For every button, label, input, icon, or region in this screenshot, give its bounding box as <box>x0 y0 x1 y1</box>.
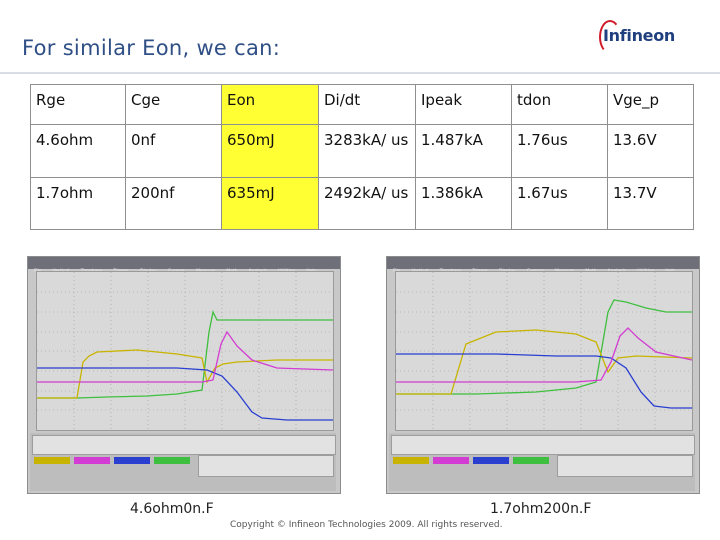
scope-waveform-area <box>395 271 693 431</box>
table-cell: 3283kA/ us <box>318 124 416 178</box>
table-row: 1.7ohm 200nf 635mJ 2492kA/ us 1.386kA 1.… <box>30 177 694 230</box>
scope-caption-left: 4.6ohm0n.F <box>130 501 214 517</box>
scope-waveform-area <box>36 271 334 431</box>
measurement-readout <box>391 435 695 455</box>
table-cell: 1.7ohm <box>30 177 126 230</box>
channel-2-label <box>74 457 110 464</box>
scope-caption-right: 1.7ohm200n.F <box>490 501 592 517</box>
header-divider <box>0 72 720 74</box>
table-cell: 4.6ohm <box>30 124 126 178</box>
table-cell: 1.67us <box>511 177 608 230</box>
table-cell: 1.487kA <box>415 124 512 178</box>
scope-readout-panel <box>389 433 695 491</box>
header-cell-eon: Eon <box>221 84 319 125</box>
channel-2-label <box>433 457 469 464</box>
trace-green <box>396 299 692 395</box>
scope-menubar: File Vertical Timebase Trigger Display C… <box>28 257 340 274</box>
channel-3-label <box>473 457 509 464</box>
table-row: 4.6ohm 0nf 650mJ 3283kA/ us 1.487kA 1.76… <box>30 124 694 178</box>
trace-magenta <box>396 327 692 383</box>
logo-swoosh-icon <box>599 20 621 54</box>
parameter-table: Rge Cge Eon Di/dt Ipeak tdon Vge_p 4.6oh… <box>30 84 694 230</box>
header-cell: Rge <box>30 84 126 125</box>
timebase-readout <box>198 455 334 477</box>
channel-4-label <box>513 457 549 464</box>
table-cell-eon: 650mJ <box>221 124 319 178</box>
header-cell: tdon <box>511 84 608 125</box>
oscilloscope-screenshot-left: File Vertical Timebase Trigger Display C… <box>27 256 341 494</box>
channel-3-label <box>114 457 150 464</box>
header-cell: Cge <box>125 84 222 125</box>
channel-1-label <box>34 457 70 464</box>
table-cell-eon: 635mJ <box>221 177 319 230</box>
scope-menubar: File Vertical Timebase Trigger Display C… <box>387 257 699 274</box>
table-header-row: Rge Cge Eon Di/dt Ipeak tdon Vge_p <box>30 84 694 125</box>
trace-yellow <box>396 329 692 395</box>
logo-text: Infineon <box>603 26 676 45</box>
trace-green <box>37 310 333 399</box>
table-cell: 0nf <box>125 124 222 178</box>
infineon-logo: Infineon <box>599 20 683 56</box>
measurement-readout <box>32 435 336 455</box>
channel-4-label <box>154 457 190 464</box>
table-cell: 1.386kA <box>415 177 512 230</box>
scope-waveforms <box>396 272 692 430</box>
header-cell: Di/dt <box>318 84 416 125</box>
copyright-footer: Copyright © Infineon Technologies 2009. … <box>230 520 503 530</box>
trace-yellow <box>37 349 333 399</box>
channel-1-label <box>393 457 429 464</box>
table-cell: 200nf <box>125 177 222 230</box>
slide-title: For similar Eon, we can: <box>22 36 281 60</box>
table-cell: 13.6V <box>607 124 694 178</box>
scope-waveforms <box>37 272 333 430</box>
trace-magenta <box>37 330 333 383</box>
trace-blue <box>396 353 692 409</box>
table-cell: 13.7V <box>607 177 694 230</box>
header-cell: Ipeak <box>415 84 512 125</box>
table-cell: 2492kA/ us <box>318 177 416 230</box>
scope-readout-panel <box>30 433 336 491</box>
table-cell: 1.76us <box>511 124 608 178</box>
timebase-readout <box>557 455 693 477</box>
header-cell: Vge_p <box>607 84 694 125</box>
oscilloscope-screenshot-right: File Vertical Timebase Trigger Display C… <box>386 256 700 494</box>
trace-blue <box>37 367 333 421</box>
